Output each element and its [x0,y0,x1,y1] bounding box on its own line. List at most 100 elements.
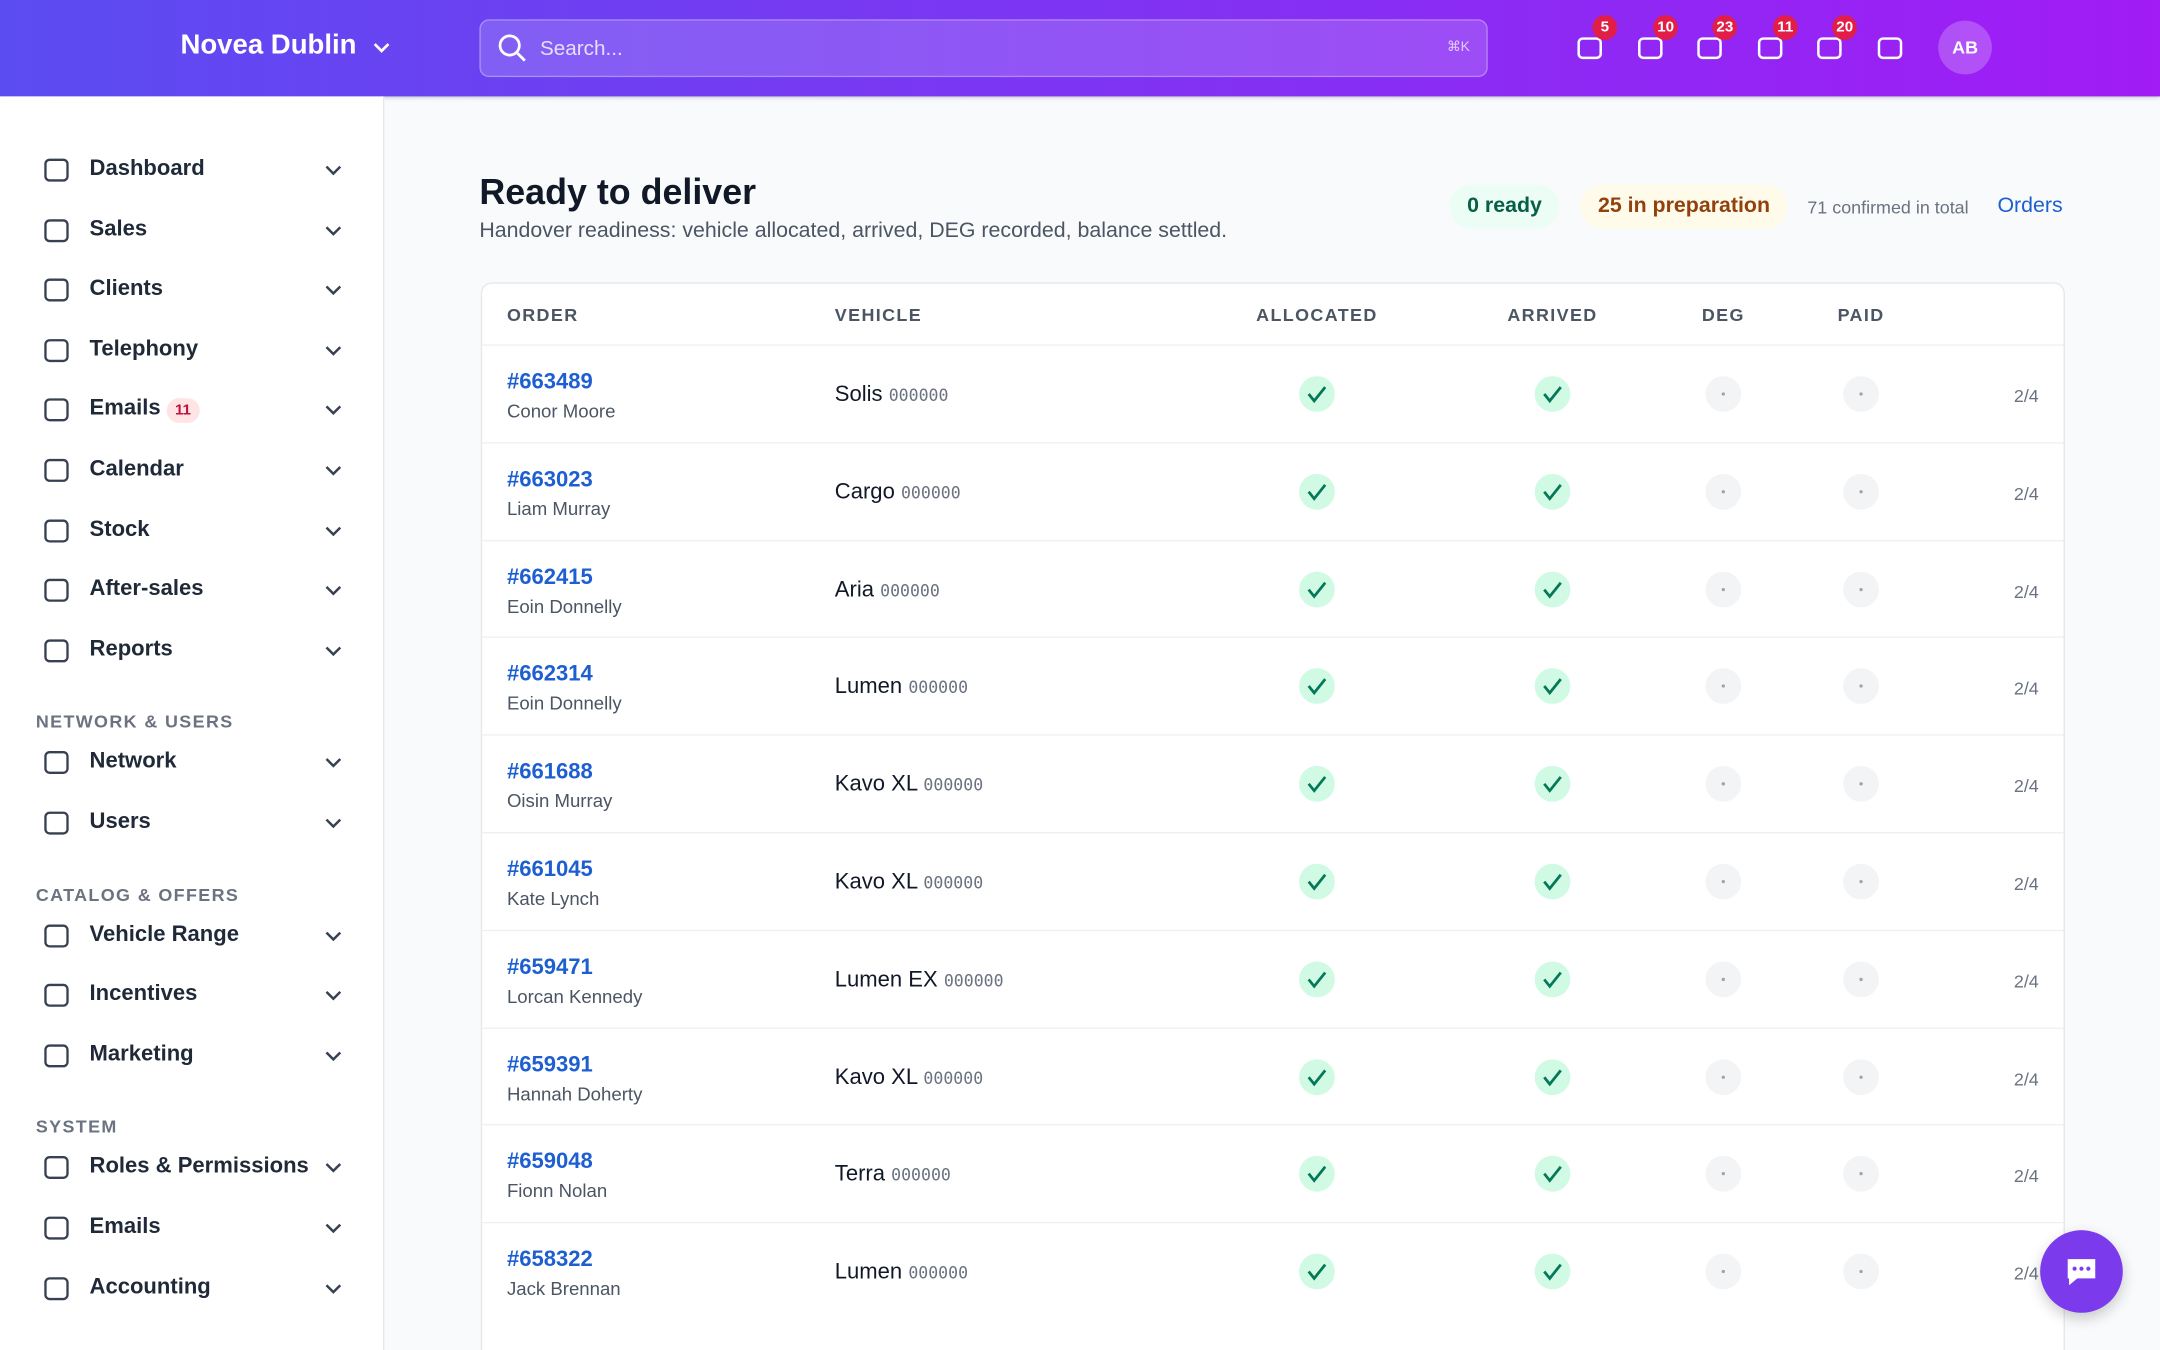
chat-button[interactable] [2040,1230,2123,1313]
nav-item[interactable]: Emails [89,1214,161,1239]
status-done [1534,473,1571,510]
brand-chevron[interactable] [372,39,391,58]
chevron [325,758,342,769]
status-pending [1705,1253,1742,1290]
order-link[interactable]: #659048 [506,1150,593,1175]
nav-chevron[interactable] [324,401,343,420]
order-link[interactable]: #662314 [506,663,593,687]
brand[interactable]: Novea Dublin [180,30,357,61]
order-link[interactable]: #662415 [506,565,593,590]
order-link[interactable]: #663489 [506,370,593,394]
notification-badge: 23 [1712,15,1738,40]
check [1307,971,1327,989]
order-link[interactable]: #661688 [506,760,593,785]
status-done [1534,376,1571,412]
header-icon[interactable] [1635,33,1665,63]
progress: 2/4 [2013,1068,2039,1090]
nav-item[interactable]: Accounting [89,1275,211,1299]
icon-shape [44,579,69,603]
nav-item[interactable]: Vehicle Range [89,922,240,946]
header-icon[interactable] [1694,33,1724,63]
nav-item[interactable]: Emails [89,397,161,421]
nav-item[interactable]: Dashboard [89,157,205,181]
icon-shape [1757,37,1783,60]
check [1543,971,1562,989]
nav-chevron[interactable] [324,161,343,180]
icon-shape [44,458,69,482]
header-icon[interactable] [1755,33,1785,63]
chevron [325,646,342,656]
chevron [325,165,342,176]
nav-item[interactable]: Reports [89,637,173,661]
nav-chevron[interactable] [324,1219,343,1238]
nav-chevron[interactable] [324,927,343,946]
status-pending [1705,1156,1742,1193]
icon-shape [44,1216,69,1240]
vehicle-code: 000000 [880,580,940,601]
order-link[interactable]: #661045 [506,858,593,882]
section-title: SYSTEM [35,1116,118,1138]
vehicle: Cargo 000000 [835,480,961,505]
icon-shape [44,1156,69,1180]
nav-chevron[interactable] [324,522,343,541]
nav-chevron[interactable] [324,814,343,833]
vehicle-model: Lumen [834,1260,903,1285]
nav-icon [44,1156,69,1180]
orders-table: ORDER VEHICLE ALLOCATED ARRIVED DEG PAID #6634… [480,282,2065,1350]
nav-item[interactable]: After-sales [89,577,204,601]
vehicle-model: Kavo XL [834,773,918,797]
order-link[interactable]: #663023 [506,468,593,492]
status-pending [1843,1058,1879,1095]
nav-chevron[interactable] [324,1047,343,1066]
status-pending [1843,961,1879,998]
header-icon[interactable] [1814,33,1844,63]
nav-item[interactable]: Sales [89,217,148,241]
status-circle [1299,376,1335,412]
section-title: NETWORK & USERS [35,711,234,733]
status-done [1299,766,1335,802]
nav-item[interactable]: Network [89,749,177,774]
check [1543,776,1562,794]
status-circle [1534,668,1571,705]
chevron [325,818,342,829]
avatar[interactable]: AB [1938,20,1992,75]
order-link[interactable]: #658322 [506,1248,593,1272]
orders-link[interactable]: Orders [1997,194,2063,218]
header-icon[interactable] [1575,33,1605,63]
nav-chevron[interactable] [324,1159,343,1178]
nav-item[interactable]: Marketing [89,1042,194,1066]
nav-item[interactable]: Roles & Permissions [89,1154,309,1179]
header-icon[interactable] [1875,33,1905,63]
order-link[interactable]: #659471 [506,955,593,980]
nav-item[interactable]: Calendar [89,457,184,481]
nav-chevron[interactable] [324,1279,343,1298]
nav-chevron[interactable] [324,754,343,773]
icon-shape [44,923,69,947]
nav-chevron[interactable] [324,341,343,360]
search-box[interactable]: Search... ⌘K [479,19,1488,78]
column-header: VEHICLE [834,304,923,326]
nav-item[interactable]: Incentives [89,982,198,1006]
nav-chevron[interactable] [324,642,343,661]
status-done [1534,668,1571,705]
vehicle-code: 000000 [923,1068,984,1088]
nav-icon [44,458,69,482]
status-pending [1843,863,1879,900]
nav-chevron[interactable] [324,281,343,300]
chevron [325,526,342,536]
nav-item[interactable]: Stock [89,517,150,541]
column-header: ARRIVED [1507,304,1598,326]
order-link[interactable]: #659391 [506,1053,593,1077]
nav-chevron[interactable] [324,221,343,240]
nav-chevron[interactable] [324,987,343,1006]
status-done [1299,1253,1335,1290]
nav-item[interactable]: Telephony [89,337,199,361]
chevron [325,285,342,296]
nav-item[interactable]: Clients [89,277,164,301]
progress: 2/4 [2013,1165,2039,1187]
search-shortcut: ⌘K [1446,39,1470,56]
nav-item[interactable]: Users [89,809,151,834]
status-done [1534,863,1571,900]
nav-chevron[interactable] [324,582,343,601]
nav-chevron[interactable] [324,461,343,480]
